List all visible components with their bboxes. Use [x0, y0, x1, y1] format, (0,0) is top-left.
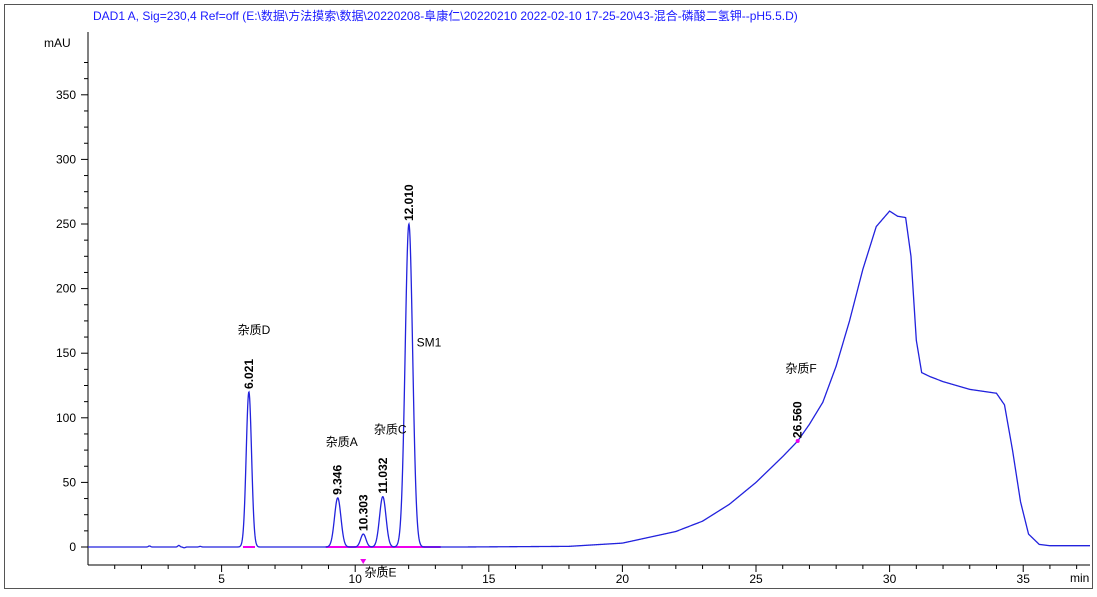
peak-annotation: 杂质D: [238, 323, 271, 337]
chart-title: DAD1 A, Sig=230,4 Ref=off (E:\数据\方法摸索\数据…: [93, 8, 798, 23]
x-tick-label: 35: [1017, 572, 1031, 586]
y-tick-label: 300: [56, 152, 76, 166]
peak-annotation: 杂质A: [326, 435, 358, 449]
axes: 0 50 100 150 200 250 300 350 5 10 15 20 25 30 35: [56, 32, 1090, 586]
chromatogram-trace: [88, 210, 1090, 549]
peak-annotation: 杂质E: [365, 566, 397, 580]
peak-annotation: 杂质C: [374, 422, 407, 436]
y-tick-label: 0: [69, 540, 76, 554]
peak-rt-label: 11.032: [376, 457, 390, 493]
y-tick-label: 100: [56, 411, 76, 425]
y-tick-label: 50: [63, 475, 77, 489]
x-tick-label: 30: [883, 572, 897, 586]
x-tick-label: 5: [218, 572, 225, 586]
x-tick-label: 20: [616, 572, 630, 586]
peak-rt-label: 12.010: [402, 184, 416, 221]
peak-rt-label: 6.021: [242, 359, 256, 389]
peak-marker: [795, 439, 800, 444]
y-tick-label: 250: [56, 217, 76, 231]
peak-rt-label: 10.303: [356, 494, 370, 531]
peak-rt-label: 26.560: [791, 401, 805, 438]
chart-frame: [4, 4, 1093, 589]
peak-rt-label: 9.346: [331, 465, 345, 495]
y-tick-label: 150: [56, 346, 76, 360]
x-axis-label: min: [1070, 571, 1089, 585]
peak-marker: [360, 559, 367, 564]
peak-labels: 6.021 9.346 10.303 11.032 12.010 26.560: [242, 184, 805, 531]
x-tick-label: 10: [349, 572, 363, 586]
y-tick-label: 200: [56, 282, 76, 296]
peak-annotation: SM1: [417, 336, 442, 350]
y-tick-label: 350: [56, 88, 76, 102]
trace-group: [88, 210, 1090, 564]
x-tick-label: 25: [749, 572, 763, 586]
annotations: 杂质D 杂质A 杂质C SM1 杂质F 杂质E: [238, 323, 817, 580]
peak-annotation: 杂质F: [785, 362, 816, 376]
y-axis-label: mAU: [44, 36, 71, 50]
x-tick-label: 15: [482, 572, 496, 586]
